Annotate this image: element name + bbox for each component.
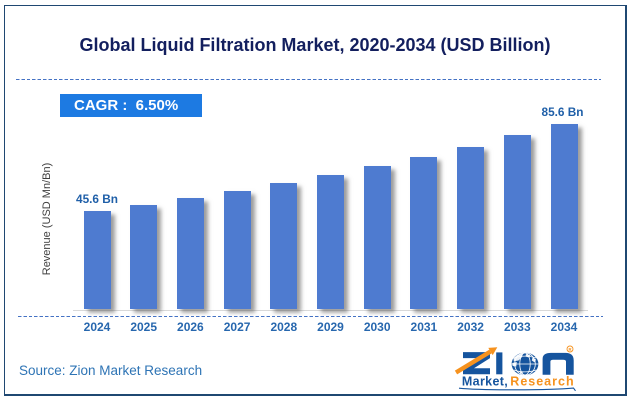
- svg-text:Market,: Market,: [462, 375, 508, 389]
- svg-text:Research: Research: [510, 375, 574, 389]
- svg-text:R: R: [569, 347, 572, 352]
